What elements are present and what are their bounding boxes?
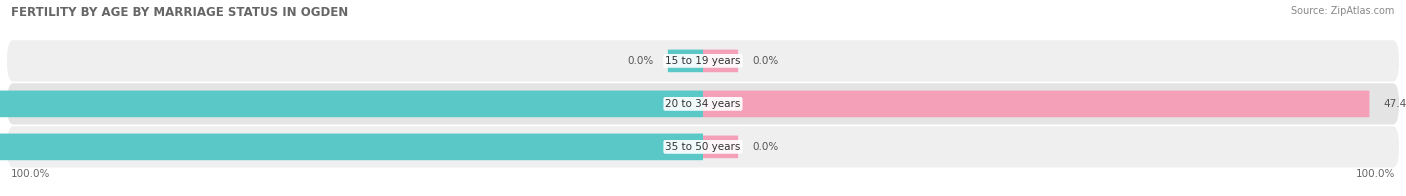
Text: 100.0%: 100.0% — [11, 169, 51, 179]
FancyBboxPatch shape — [703, 91, 1369, 117]
Text: FERTILITY BY AGE BY MARRIAGE STATUS IN OGDEN: FERTILITY BY AGE BY MARRIAGE STATUS IN O… — [11, 6, 349, 19]
FancyBboxPatch shape — [7, 83, 1399, 124]
Text: Source: ZipAtlas.com: Source: ZipAtlas.com — [1291, 6, 1395, 16]
FancyBboxPatch shape — [7, 126, 1399, 168]
Text: 20 to 34 years: 20 to 34 years — [665, 99, 741, 109]
FancyBboxPatch shape — [0, 133, 703, 160]
FancyBboxPatch shape — [0, 91, 703, 117]
Text: 0.0%: 0.0% — [752, 142, 779, 152]
Text: 47.4%: 47.4% — [1384, 99, 1406, 109]
FancyBboxPatch shape — [703, 136, 738, 158]
Text: 15 to 19 years: 15 to 19 years — [665, 56, 741, 66]
FancyBboxPatch shape — [703, 50, 738, 72]
Text: 35 to 50 years: 35 to 50 years — [665, 142, 741, 152]
Text: 0.0%: 0.0% — [752, 56, 779, 66]
Text: 0.0%: 0.0% — [627, 56, 654, 66]
Text: 100.0%: 100.0% — [1355, 169, 1395, 179]
FancyBboxPatch shape — [7, 40, 1399, 82]
FancyBboxPatch shape — [668, 50, 703, 72]
